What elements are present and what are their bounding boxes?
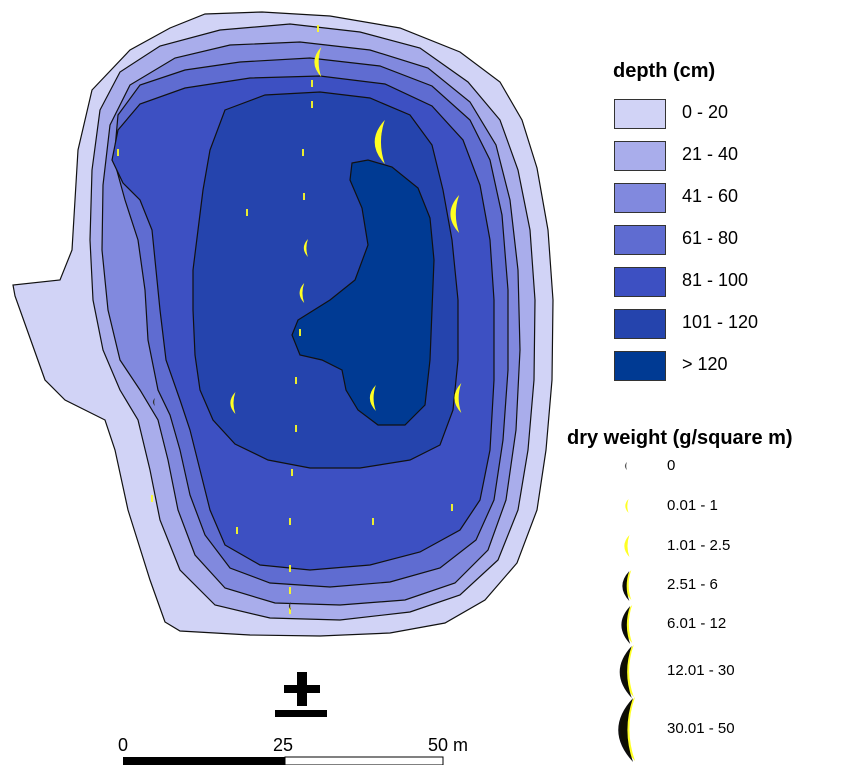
dry-weight-sample-symbol <box>303 239 308 257</box>
dry-weight-sample-zero <box>152 398 155 406</box>
depth-legend-swatch <box>614 141 666 171</box>
depth-legend-label: 21 - 40 <box>682 144 739 164</box>
dry-weight-sample-tick <box>299 329 301 336</box>
dry-weight-sample-tick <box>311 80 313 87</box>
depth-legend-swatch <box>614 99 666 129</box>
dry-weight-samples <box>117 25 462 614</box>
depth-legend-label: > 120 <box>682 354 728 374</box>
depth-legend-label: 0 - 20 <box>682 102 729 122</box>
dry-weight-sample-tick <box>289 587 291 594</box>
dry-weight-sample-tick <box>246 209 248 216</box>
dry-weight-sample-tick <box>236 527 238 534</box>
dry-weight-sample-tick <box>289 518 291 525</box>
dry-weight-legend-symbol <box>621 605 633 644</box>
dry-weight-sample-symbol <box>230 392 236 414</box>
dry-weight-legend-label: 2.51 - 6 <box>667 576 718 593</box>
dry-weight-sample-symbol <box>314 47 322 77</box>
depth-legend-swatch <box>614 267 666 297</box>
dry-weight-legend-label: 1.01 - 2.5 <box>667 537 731 554</box>
north-arrow-icon <box>275 672 327 717</box>
scale-bar <box>123 756 444 765</box>
dry-weight-sample-symbol <box>374 120 385 164</box>
dry-weight-sample-symbol <box>454 383 462 413</box>
dry-weight-legend-symbols <box>618 462 636 762</box>
dry-weight-legend-symbol <box>622 570 632 601</box>
scale-bar-empty-segment <box>284 756 444 765</box>
scale-label-0: 0 <box>118 735 129 755</box>
dry-weight-legend-symbol <box>618 697 636 762</box>
dry-weight-sample-tick <box>117 149 119 156</box>
dry-weight-sample-tick <box>289 607 291 614</box>
dry-weight-sample-tick <box>289 565 291 572</box>
dry-weight-sample-tick <box>311 101 313 108</box>
dry-weight-legend-label: 12.01 - 30 <box>667 662 735 679</box>
dry-weight-legend-label: 0.01 - 1 <box>667 497 718 514</box>
dry-weight-sample-tick <box>451 504 453 511</box>
dry-weight-legend-label: 6.01 - 12 <box>667 615 727 632</box>
dry-weight-sample-tick <box>303 193 305 200</box>
dry-weight-legend-symbol <box>624 535 630 557</box>
dry-weight-sample-symbol <box>450 195 460 233</box>
scale-label-25: 25 <box>273 735 294 755</box>
dry-weight-sample-tick <box>291 469 293 476</box>
dry-weight-sample-tick <box>295 377 297 384</box>
scale-bar-filled-segment <box>123 757 285 765</box>
depth-legend-label: 101 - 120 <box>682 312 759 332</box>
depth-zones <box>12 11 554 637</box>
dry-weight-sample-tick <box>372 518 374 525</box>
dry-weight-legend-symbol <box>619 645 634 698</box>
dry-weight-legend-title: dry weight (g/square m) <box>567 427 793 449</box>
scale-label-50m: 50 m <box>428 735 469 755</box>
depth-legend-swatch <box>614 183 666 213</box>
depth-legend-swatch <box>614 225 666 255</box>
depth-legend-label: 61 - 80 <box>682 228 739 248</box>
depth-legend-swatch <box>614 309 666 339</box>
dry-weight-sample-zero <box>288 602 291 610</box>
dry-weight-sample-symbol <box>299 283 305 303</box>
dry-weight-sample-tick <box>317 25 319 32</box>
depth-legend-label: 41 - 60 <box>682 186 739 206</box>
dry-weight-legend-label: 0 <box>667 457 676 474</box>
depth-zone-over-120 <box>291 159 435 426</box>
dry-weight-sample-tick <box>302 149 304 156</box>
dry-weight-sample-tick <box>151 495 153 502</box>
dry-weight-legend-symbol <box>625 499 629 513</box>
dry-weight-legend-symbol <box>624 462 627 470</box>
dry-weight-sample-tick <box>295 425 297 432</box>
dry-weight-sample-symbol <box>369 385 376 411</box>
dry-weight-legend-label: 30.01 - 50 <box>667 720 735 737</box>
depth-legend-title: depth (cm) <box>613 60 716 82</box>
depth-legend-swatch <box>614 351 666 381</box>
depth-legend-label: 81 - 100 <box>682 270 749 290</box>
